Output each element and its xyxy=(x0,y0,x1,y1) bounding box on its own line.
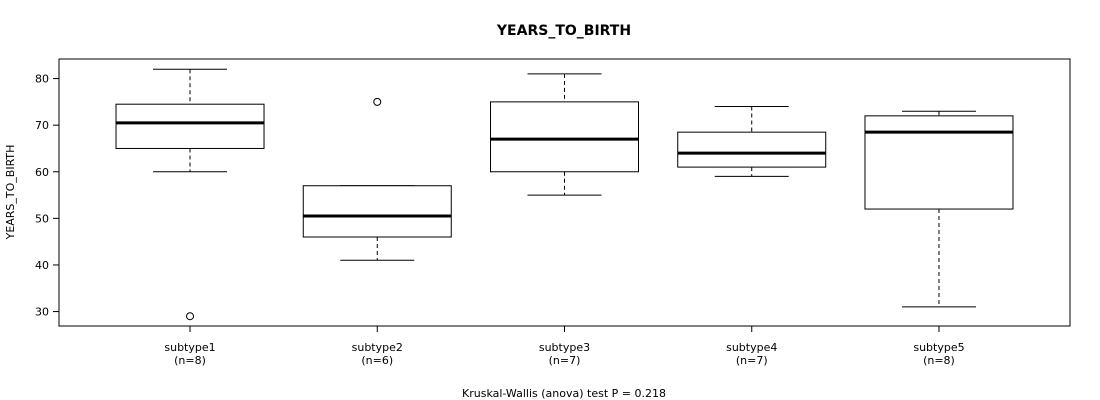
outlier-point xyxy=(186,312,195,321)
iqr-box xyxy=(115,103,265,149)
x-category-label: subtype2 xyxy=(352,341,403,354)
x-category-label: subtype5 xyxy=(913,341,964,354)
outlier-point xyxy=(373,97,382,106)
x-category-label: subtype4 xyxy=(726,341,777,354)
x-category-count: (n=8) xyxy=(174,354,206,367)
iqr-box xyxy=(864,115,1014,210)
x-category-label: subtype1 xyxy=(164,341,215,354)
box-subtype3 xyxy=(490,73,639,196)
box-subtype1 xyxy=(115,68,265,321)
x-category-count: (n=7) xyxy=(549,354,581,367)
box-subtype2 xyxy=(302,97,452,261)
y-axis-label: YEARS_TO_BIRTH xyxy=(4,145,17,241)
box-subtype4 xyxy=(677,106,827,177)
chart-title: YEARS_TO_BIRTH xyxy=(496,23,631,39)
test-footnote: Kruskal-Wallis (anova) test P = 0.218 xyxy=(462,387,666,400)
x-category-count: (n=7) xyxy=(736,354,768,367)
iqr-box xyxy=(677,131,827,168)
iqr-box xyxy=(490,101,639,173)
x-category-label: subtype3 xyxy=(539,341,590,354)
iqr-box xyxy=(302,185,452,238)
y-tick-label: 40 xyxy=(35,259,49,272)
box-subtype5 xyxy=(864,110,1014,308)
y-tick-label: 80 xyxy=(35,73,49,86)
x-category-count: (n=8) xyxy=(923,354,955,367)
y-tick-label: 50 xyxy=(35,212,49,225)
x-axis: subtype1(n=8)subtype2(n=6)subtype3(n=7)s… xyxy=(164,325,965,367)
y-axis: 30 40 50 60 70 80 xyxy=(35,73,60,319)
boxes xyxy=(115,68,1014,321)
y-tick-label: 30 xyxy=(35,306,49,319)
x-category-count: (n=6) xyxy=(361,354,393,367)
y-tick-label: 60 xyxy=(35,166,49,179)
y-tick-label: 70 xyxy=(35,119,49,132)
